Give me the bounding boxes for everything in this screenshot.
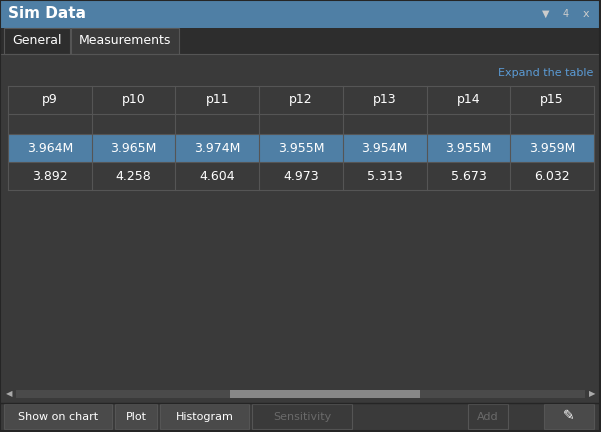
Bar xyxy=(0,28,601,54)
Text: ✎: ✎ xyxy=(563,410,575,423)
Text: 4.973: 4.973 xyxy=(283,169,319,182)
Bar xyxy=(160,404,249,429)
Text: General: General xyxy=(12,35,62,48)
Bar xyxy=(544,404,594,429)
Text: 3.955M: 3.955M xyxy=(278,142,325,155)
Text: ▼: ▼ xyxy=(542,9,550,19)
Text: 4: 4 xyxy=(563,9,569,19)
Bar xyxy=(468,404,508,429)
Bar xyxy=(4,28,70,54)
Text: p12: p12 xyxy=(289,93,313,107)
Bar xyxy=(252,404,352,429)
Text: 5.313: 5.313 xyxy=(367,169,403,182)
Text: p9: p9 xyxy=(42,93,58,107)
Text: 3.959M: 3.959M xyxy=(529,142,575,155)
Text: 3.892: 3.892 xyxy=(32,169,68,182)
Text: p10: p10 xyxy=(121,93,145,107)
Bar xyxy=(8,134,594,162)
Text: Sim Data: Sim Data xyxy=(8,6,86,22)
Bar xyxy=(115,404,157,429)
Text: x: x xyxy=(583,9,590,19)
Text: Sensitivity: Sensitivity xyxy=(273,412,331,422)
Text: 6.032: 6.032 xyxy=(534,169,570,182)
Text: 3.964M: 3.964M xyxy=(26,142,73,155)
Text: p13: p13 xyxy=(373,93,397,107)
Text: Expand the table: Expand the table xyxy=(498,68,593,78)
Text: 3.965M: 3.965M xyxy=(111,142,157,155)
Text: Add: Add xyxy=(477,412,499,422)
Bar xyxy=(4,404,112,429)
Bar xyxy=(230,390,420,398)
Text: Show on chart: Show on chart xyxy=(18,412,98,422)
Text: ◀: ◀ xyxy=(6,390,13,398)
Text: p14: p14 xyxy=(457,93,480,107)
Text: 5.673: 5.673 xyxy=(451,169,486,182)
Text: Measurements: Measurements xyxy=(79,35,171,48)
Text: 3.954M: 3.954M xyxy=(362,142,408,155)
Text: 3.974M: 3.974M xyxy=(194,142,240,155)
Text: 4.604: 4.604 xyxy=(200,169,235,182)
Bar xyxy=(0,0,601,28)
Text: Plot: Plot xyxy=(126,412,147,422)
Bar xyxy=(71,28,179,54)
Bar xyxy=(71,28,179,54)
Text: 4.258: 4.258 xyxy=(116,169,151,182)
Bar xyxy=(16,390,585,398)
Text: p11: p11 xyxy=(206,93,229,107)
Text: Histogram: Histogram xyxy=(175,412,233,422)
Text: ▶: ▶ xyxy=(588,390,595,398)
Text: p15: p15 xyxy=(540,93,564,107)
Bar xyxy=(4,28,70,54)
Text: 3.955M: 3.955M xyxy=(445,142,492,155)
